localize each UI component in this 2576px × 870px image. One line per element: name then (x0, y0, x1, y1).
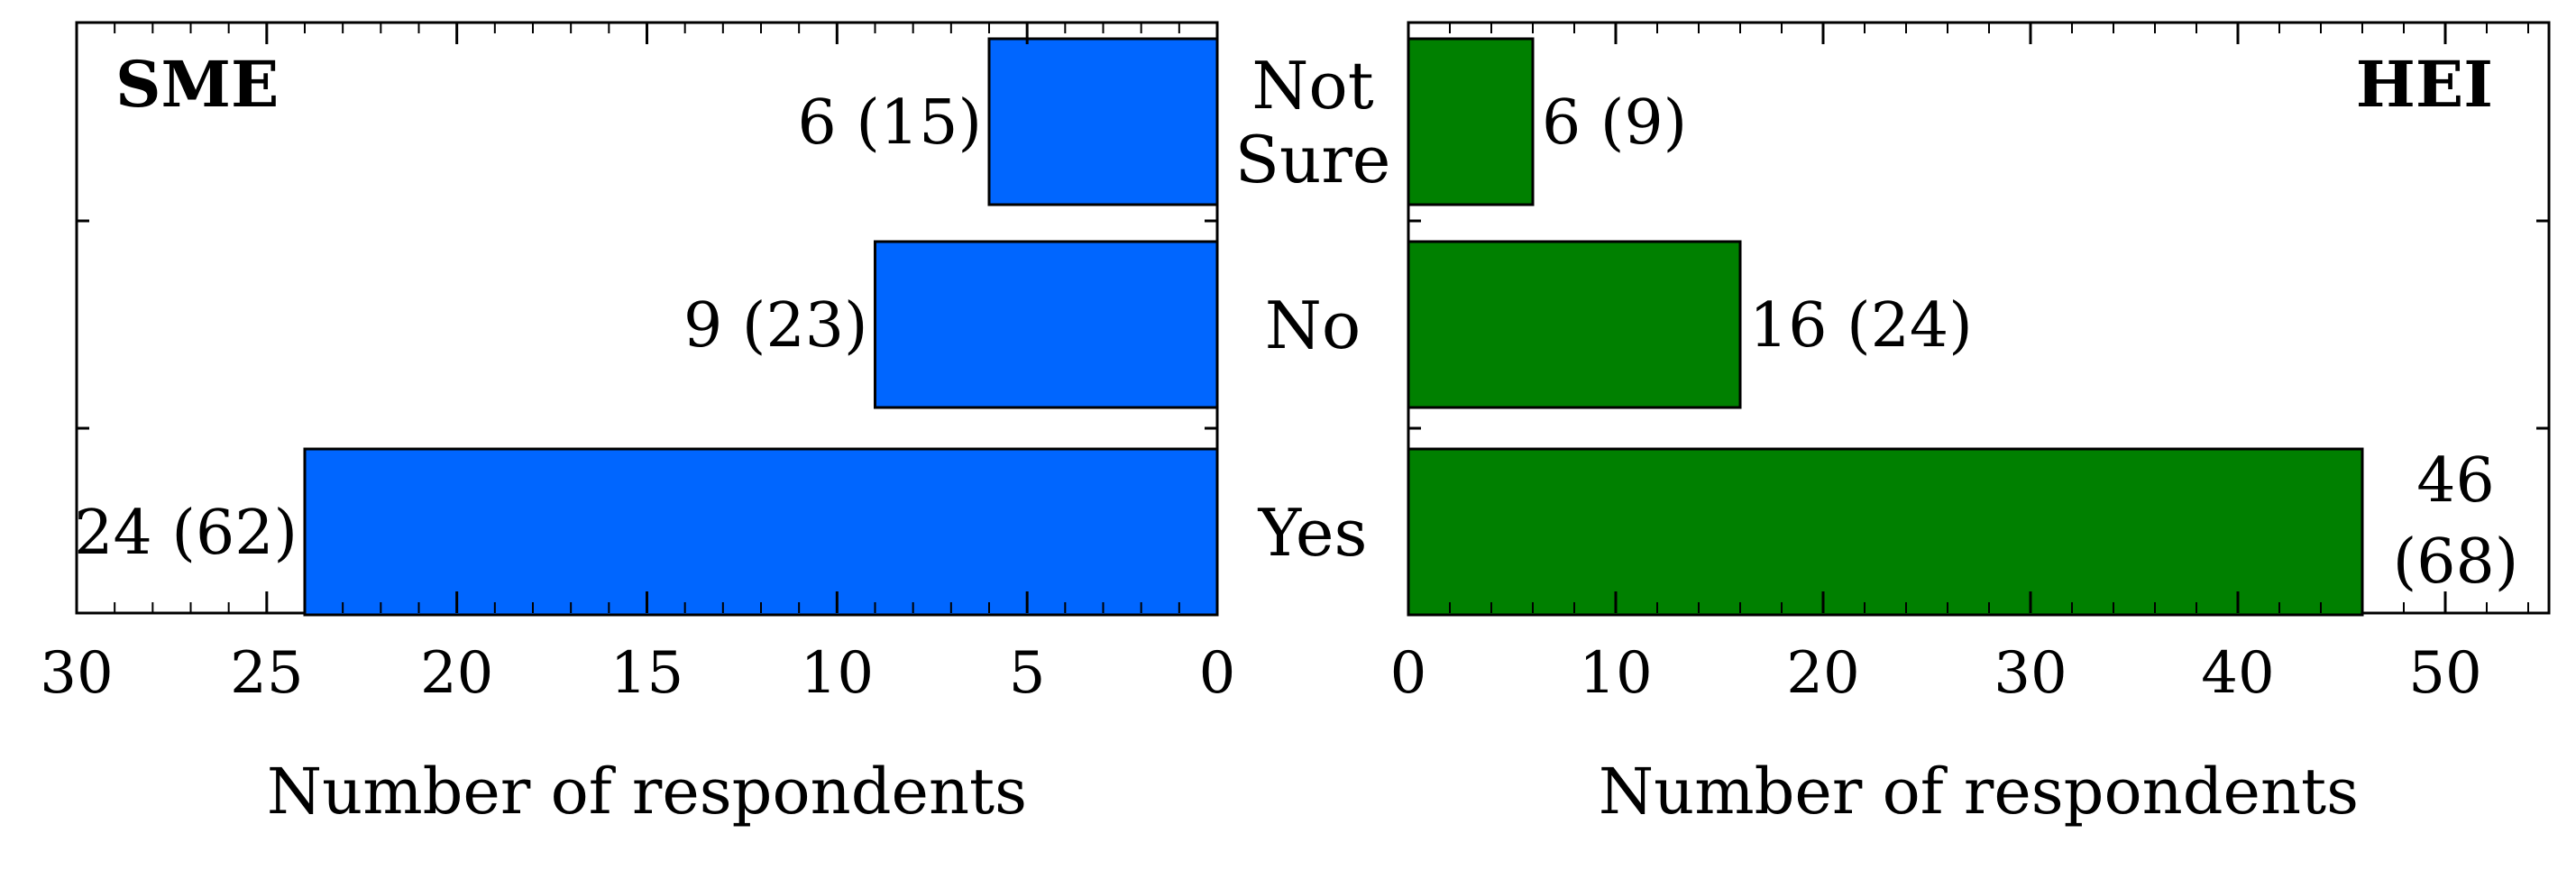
hei-x-tick-label-0: 0 (1390, 640, 1427, 707)
hei-panel-title: HEI (2356, 47, 2493, 122)
sme-panel: 6 (15) 9 (23) 24 (62) 30 25 20 15 10 5 0 Number of… (40, 21, 1236, 829)
category-label-2: Yes (1258, 495, 1368, 571)
sme-x-tick-label-6: 0 (1199, 640, 1236, 707)
hei-x-tick-label-3: 30 (1994, 640, 2067, 707)
category-label-0-0: Not (1251, 48, 1373, 124)
sme-panel-title: SME (115, 47, 279, 122)
hei-bar-2 (1407, 447, 2364, 617)
hei-panel: 6 (9) 16 (24) 46 (68) 0 10 20 30 40 50 Number of r… (1390, 21, 2551, 829)
hei-x-axis-label: Number of respondents (1599, 755, 2359, 829)
sme-x-tick-label-5: 5 (1009, 640, 1046, 707)
category-label-0-1: Sure (1235, 122, 1391, 197)
sme-bar-1 (874, 240, 1219, 409)
sme-bar-0 (987, 37, 1219, 206)
sme-x-tick-label-3: 15 (610, 640, 683, 707)
sme-x-tick-label-2: 20 (420, 640, 493, 707)
sme-x-axis-label: Number of respondents (267, 755, 1027, 829)
sme-data-label-2: 24 (62) (74, 498, 298, 569)
sme-data-label-1: 9 (23) (683, 290, 867, 362)
sme-x-tick-label-4: 10 (801, 640, 874, 707)
sme-x-tick-label-1: 25 (230, 640, 303, 707)
category-label-1: No (1265, 288, 1361, 363)
sme-bar-2 (303, 447, 1219, 617)
hei-data-label-1: 16 (24) (1749, 290, 1973, 362)
hei-x-tick-label-5: 50 (2408, 640, 2481, 707)
hei-bar-1 (1407, 240, 1742, 409)
hei-x-tick-label-4: 40 (2201, 640, 2274, 707)
hei-data-label-2-0: 46 (2416, 445, 2495, 517)
hei-bar-0 (1407, 37, 1535, 206)
hei-data-label-2-1: (68) (2393, 527, 2519, 598)
hei-x-tick-label-1: 10 (1579, 640, 1652, 707)
hei-x-tick-label-2: 20 (1786, 640, 1859, 707)
hei-data-label-0: 6 (9) (1542, 87, 1687, 159)
sme-data-label-0: 6 (15) (798, 87, 982, 159)
sme-x-tick-label-0: 30 (40, 640, 113, 707)
